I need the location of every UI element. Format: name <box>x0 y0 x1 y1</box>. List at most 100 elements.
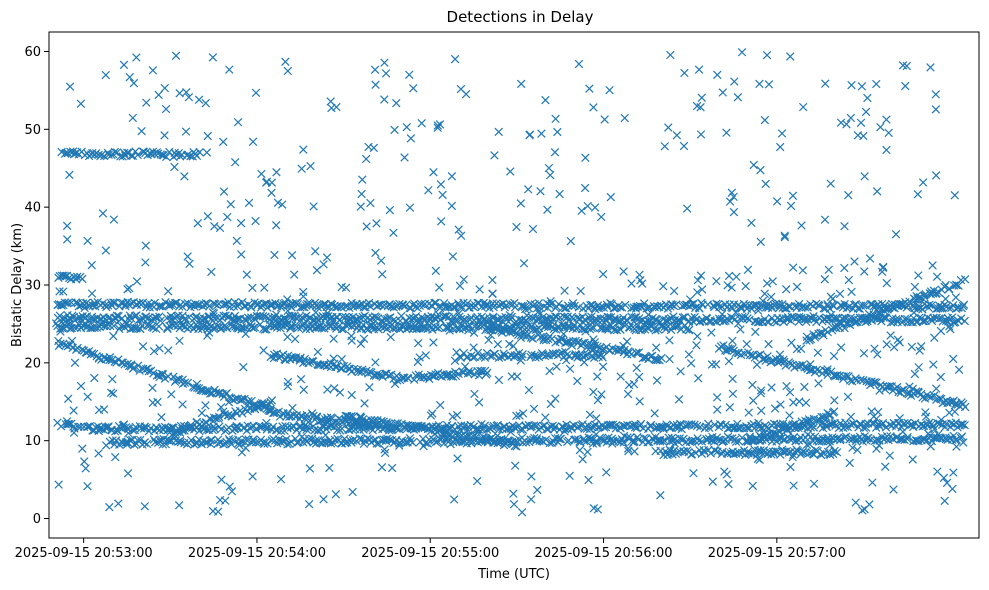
data-point <box>506 427 516 437</box>
data-point <box>774 426 784 435</box>
data-point <box>850 257 859 266</box>
data-point <box>296 374 306 384</box>
data-point <box>365 383 374 392</box>
data-point <box>225 65 234 74</box>
data-point <box>602 468 611 477</box>
data-point <box>331 489 341 499</box>
data-point <box>71 298 81 307</box>
data-point <box>129 78 139 88</box>
data-point <box>380 58 389 67</box>
data-point <box>660 142 670 151</box>
data-point <box>214 412 224 422</box>
data-point <box>247 322 256 332</box>
data-point <box>386 332 395 342</box>
data-point <box>490 151 499 160</box>
data-point <box>821 79 830 88</box>
data-point <box>872 378 881 387</box>
data-point <box>160 131 169 140</box>
data-point <box>288 353 298 363</box>
data-point <box>954 365 964 374</box>
data-point <box>326 97 335 106</box>
data-point <box>913 294 922 304</box>
data-point <box>727 188 737 197</box>
data-point <box>574 350 584 360</box>
data-point <box>429 338 438 347</box>
data-point <box>924 392 934 401</box>
data-point <box>210 299 220 309</box>
data-point <box>365 302 375 311</box>
data-point <box>123 469 133 478</box>
data-point <box>960 402 970 412</box>
data-point <box>891 229 901 239</box>
data-point <box>171 432 181 441</box>
data-point <box>127 298 136 308</box>
data-point <box>433 123 442 132</box>
data-point <box>751 327 760 337</box>
data-point <box>678 313 688 322</box>
data-point <box>597 350 606 360</box>
data-point <box>730 77 739 86</box>
data-point <box>948 354 958 364</box>
data-point <box>652 376 662 385</box>
data-point <box>56 327 65 336</box>
data-point <box>299 385 309 394</box>
data-point <box>792 344 802 354</box>
data-point <box>867 316 876 325</box>
data-point <box>813 348 823 357</box>
data-point <box>384 371 394 380</box>
data-point <box>885 451 894 460</box>
data-point <box>310 426 319 435</box>
data-point <box>180 172 189 181</box>
data-point <box>745 350 755 360</box>
data-point <box>669 286 679 296</box>
data-point <box>66 147 75 156</box>
data-point <box>749 160 758 170</box>
data-point <box>126 314 136 323</box>
data-point <box>536 187 545 196</box>
data-point <box>274 353 284 362</box>
data-point <box>406 134 416 143</box>
data-point <box>237 250 246 259</box>
data-point <box>325 463 334 473</box>
data-point <box>281 57 290 66</box>
data-point <box>928 261 937 270</box>
data-point <box>82 298 91 307</box>
data-point <box>480 353 490 362</box>
data-point <box>910 369 920 379</box>
y-tick-label: 40 <box>24 201 41 216</box>
data-point <box>195 426 204 436</box>
data-point <box>708 477 718 486</box>
data-point <box>722 128 731 137</box>
data-point <box>321 430 330 440</box>
data-point <box>546 399 556 409</box>
data-points <box>51 47 970 517</box>
data-point <box>369 143 379 153</box>
data-point <box>758 296 768 306</box>
data-point <box>556 434 566 444</box>
data-point <box>918 317 928 326</box>
data-point <box>395 441 404 450</box>
data-point <box>390 125 399 135</box>
data-point <box>411 371 420 380</box>
data-point <box>826 179 835 188</box>
data-point <box>445 326 454 335</box>
data-point <box>248 472 257 481</box>
data-point <box>918 305 927 314</box>
data-point <box>172 298 181 307</box>
data-point <box>913 190 923 199</box>
data-point <box>311 436 321 445</box>
data-point <box>724 479 733 489</box>
data-point <box>775 301 784 310</box>
data-point <box>447 201 457 211</box>
data-point <box>620 113 629 123</box>
data-point <box>329 354 338 363</box>
data-point <box>456 231 466 240</box>
data-point <box>933 467 942 476</box>
data-point <box>488 289 497 298</box>
data-point <box>261 401 271 410</box>
data-point <box>238 409 247 418</box>
data-point <box>766 292 776 302</box>
data-point <box>109 331 118 341</box>
data-point <box>203 131 213 141</box>
data-point <box>782 285 791 294</box>
